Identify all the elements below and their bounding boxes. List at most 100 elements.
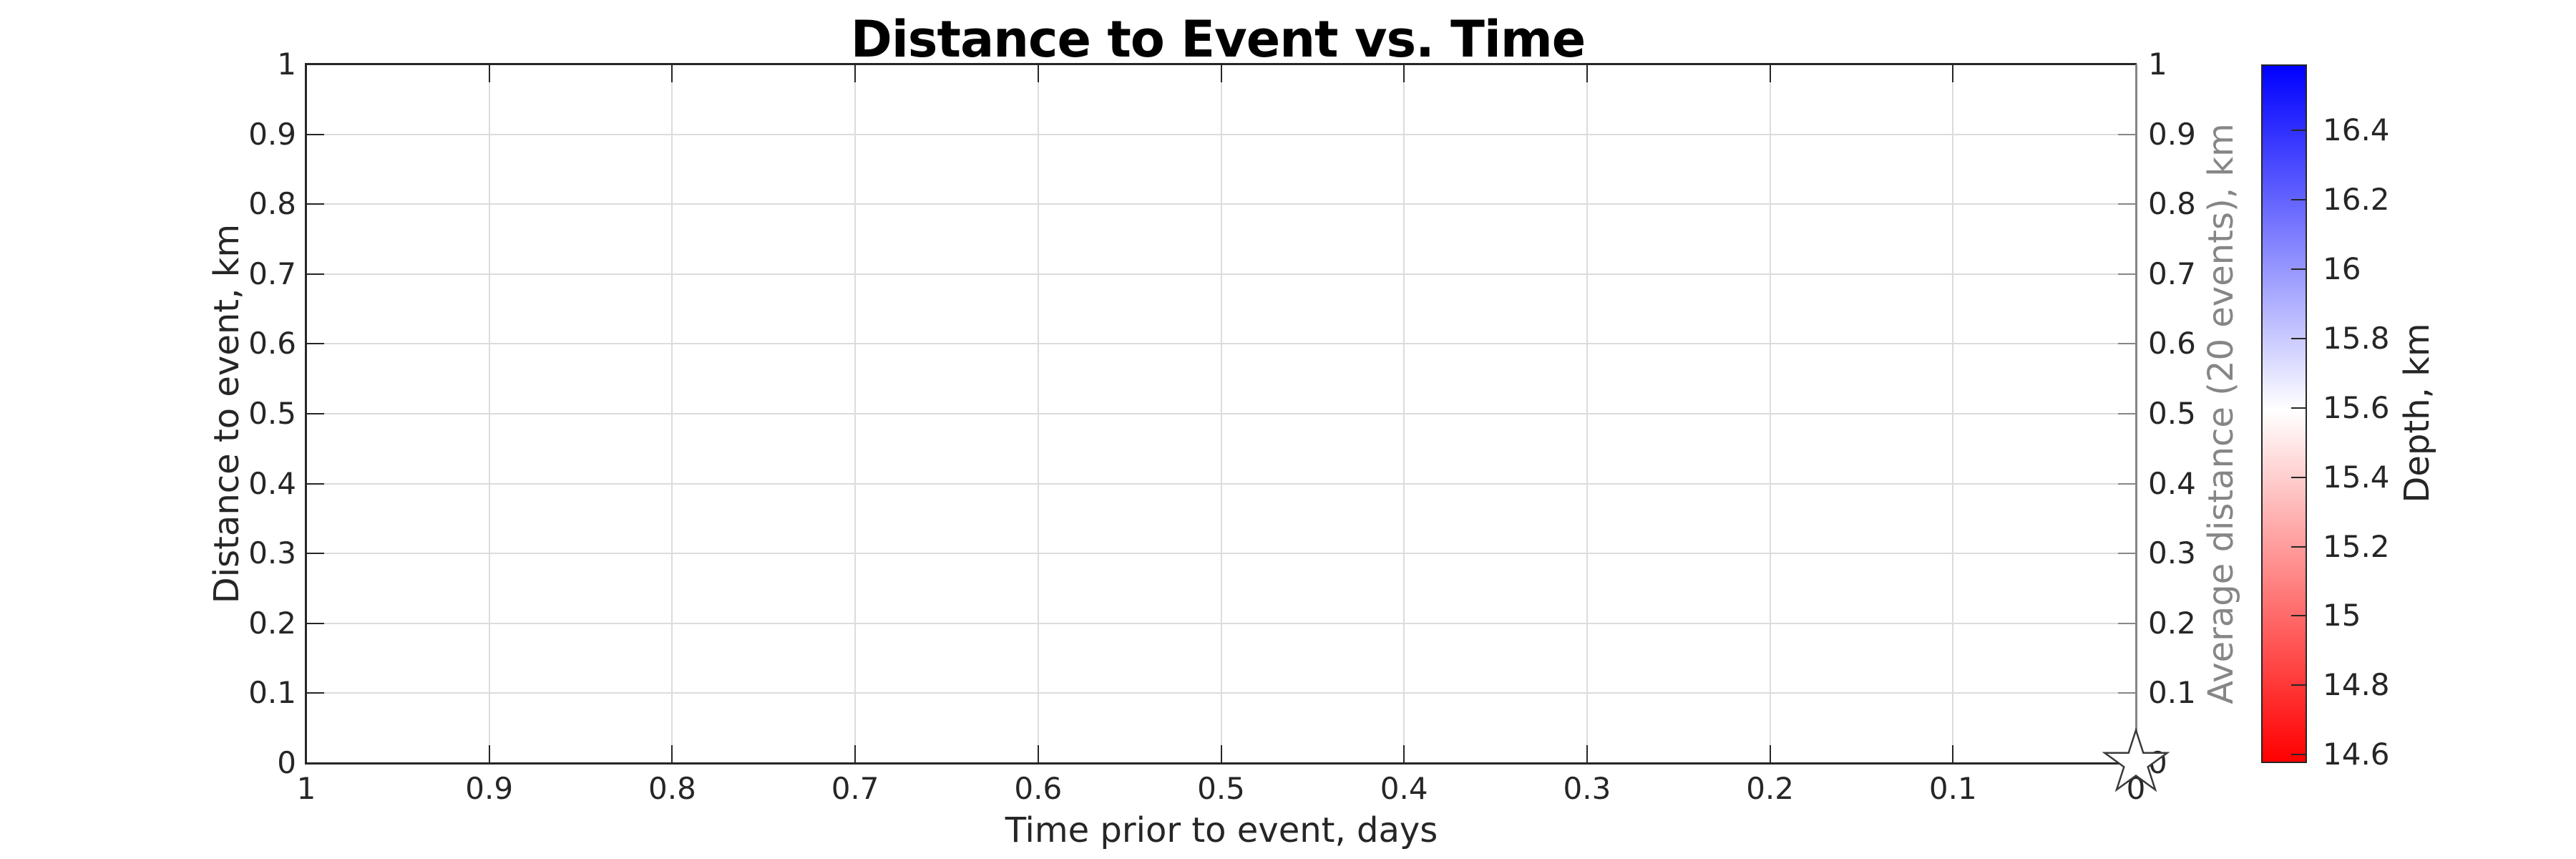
y-left-tick-mark (306, 553, 324, 555)
x-tick-mark (488, 745, 490, 763)
y-left-tick-mark (306, 482, 324, 485)
y-right-tick-label: 0.3 (2148, 535, 2196, 571)
x-tick-mark-top (488, 64, 490, 82)
x-tick-mark (1037, 745, 1039, 763)
y-axis-label-right: Average distance (20 events), km (2201, 123, 2241, 704)
y-right-tick-mark (2118, 273, 2136, 275)
x-tick-mark (1586, 745, 1588, 763)
x-tick-mark-top (1037, 64, 1039, 82)
y-gridline (306, 203, 2136, 205)
colorbar-label: Depth, km (2397, 323, 2437, 503)
y-right-tick-mark (2118, 553, 2136, 555)
colorbar-tick-mark (2291, 337, 2306, 339)
y-gridline (306, 343, 2136, 345)
colorbar-tick-label: 14.6 (2323, 737, 2390, 772)
y-right-tick-mark (2118, 343, 2136, 345)
y-gridline (306, 133, 2136, 135)
x-tick-mark-top (1403, 64, 1405, 82)
y-left-tick-label: 0.8 (248, 186, 296, 222)
y-left-tick-label: 0.1 (248, 675, 296, 711)
y-right-tick-label: 0.9 (2148, 116, 2196, 152)
x-tick-label: 0.1 (1928, 771, 1977, 806)
y-left-tick-label: 0.6 (248, 326, 296, 361)
y-gridline (306, 482, 2136, 485)
y-left-tick-label: 0.2 (248, 605, 296, 641)
colorbar-tick-mark (2291, 545, 2306, 548)
colorbar-tick-label: 15.6 (2323, 389, 2390, 425)
y-right-tick-mark (2118, 482, 2136, 485)
chart-title: Distance to Event vs. Time (850, 10, 1586, 69)
colorbar-tick-label: 15.2 (2323, 528, 2390, 564)
y-right-tick-mark (2118, 133, 2136, 135)
y-right-tick-mark (2118, 622, 2136, 624)
y-right-tick-label: 0.1 (2148, 675, 2196, 711)
y-left-tick-label: 0.3 (248, 535, 296, 571)
y-right-tick-label: 0.7 (2148, 256, 2196, 291)
colorbar-tick-mark (2291, 476, 2306, 478)
top-spine (305, 63, 2137, 65)
x-tick-label: 1 (296, 771, 316, 806)
y-gridline (306, 622, 2136, 624)
colorbar (2261, 64, 2307, 763)
y-right-tick-label: 0.2 (2148, 605, 2196, 641)
colorbar-tick-mark (2291, 684, 2306, 686)
y-gridline (306, 413, 2136, 414)
y-left-tick-mark (306, 133, 324, 135)
x-tick-mark-top (1769, 64, 1771, 82)
y-right-tick-mark (2118, 692, 2136, 694)
y-left-tick-mark (306, 273, 324, 275)
y-left-tick-mark (306, 622, 324, 624)
colorbar-tick-label: 16 (2323, 251, 2361, 286)
colorbar-tick-mark (2291, 198, 2306, 200)
x-tick-label: 0.5 (1197, 771, 1245, 806)
colorbar-tick-mark (2291, 130, 2306, 132)
colorbar-tick-mark (2291, 268, 2306, 270)
y-right-tick-label: 0.8 (2148, 186, 2196, 222)
x-tick-mark-top (1220, 64, 1222, 82)
y-left-tick-mark (306, 692, 324, 694)
colorbar-tick-label: 15 (2323, 598, 2361, 634)
x-tick-mark-top (1586, 64, 1588, 82)
y-gridline (306, 273, 2136, 275)
y-right-tick-mark (2118, 413, 2136, 414)
colorbar-tick-label: 15.8 (2323, 320, 2390, 356)
x-tick-mark-top (1952, 64, 1954, 82)
y-left-tick-mark (306, 343, 324, 345)
colorbar-tick-mark (2291, 407, 2306, 409)
y-left-tick-label: 0.7 (248, 256, 296, 291)
x-tick-label: 0.4 (1380, 771, 1428, 806)
star-marker (2102, 727, 2170, 792)
x-tick-mark-top (671, 64, 673, 82)
y-right-tick-mark (2118, 203, 2136, 205)
y-left-tick-mark (306, 413, 324, 414)
x-tick-mark (1403, 745, 1405, 763)
pentagram-shape (2102, 727, 2170, 792)
x-tick-mark (1769, 745, 1771, 763)
y-gridline (306, 692, 2136, 694)
x-axis-label: Time prior to event, days (1005, 810, 1438, 850)
x-tick-mark (1220, 745, 1222, 763)
y-left-tick-mark (306, 203, 324, 205)
y-left-tick-label: 1 (277, 47, 296, 82)
colorbar-tick-label: 16.2 (2323, 181, 2390, 217)
x-tick-mark (1952, 745, 1954, 763)
left-spine (305, 64, 307, 763)
y-left-tick-label: 0 (277, 745, 296, 780)
y-right-tick-label: 0.6 (2148, 326, 2196, 361)
y-left-tick-label: 0.5 (248, 396, 296, 431)
y-gridline (306, 553, 2136, 555)
y-right-tick-label: 1 (2148, 47, 2167, 82)
x-tick-label: 0.6 (1014, 771, 1063, 806)
x-tick-label: 0.7 (831, 771, 879, 806)
y-axis-label-left: Distance to event, km (207, 223, 247, 604)
x-tick-mark-top (854, 64, 857, 82)
colorbar-tick-label: 15.4 (2323, 459, 2390, 495)
colorbar-tick-mark (2291, 754, 2306, 756)
x-tick-label: 0.2 (1746, 771, 1794, 806)
right-spine (2135, 64, 2137, 763)
colorbar-tick-label: 16.4 (2323, 112, 2390, 148)
x-tick-mark (854, 745, 857, 763)
x-tick-mark (671, 745, 673, 763)
y-left-tick-label: 0.9 (248, 116, 296, 152)
x-tick-label: 0.3 (1563, 771, 1611, 806)
